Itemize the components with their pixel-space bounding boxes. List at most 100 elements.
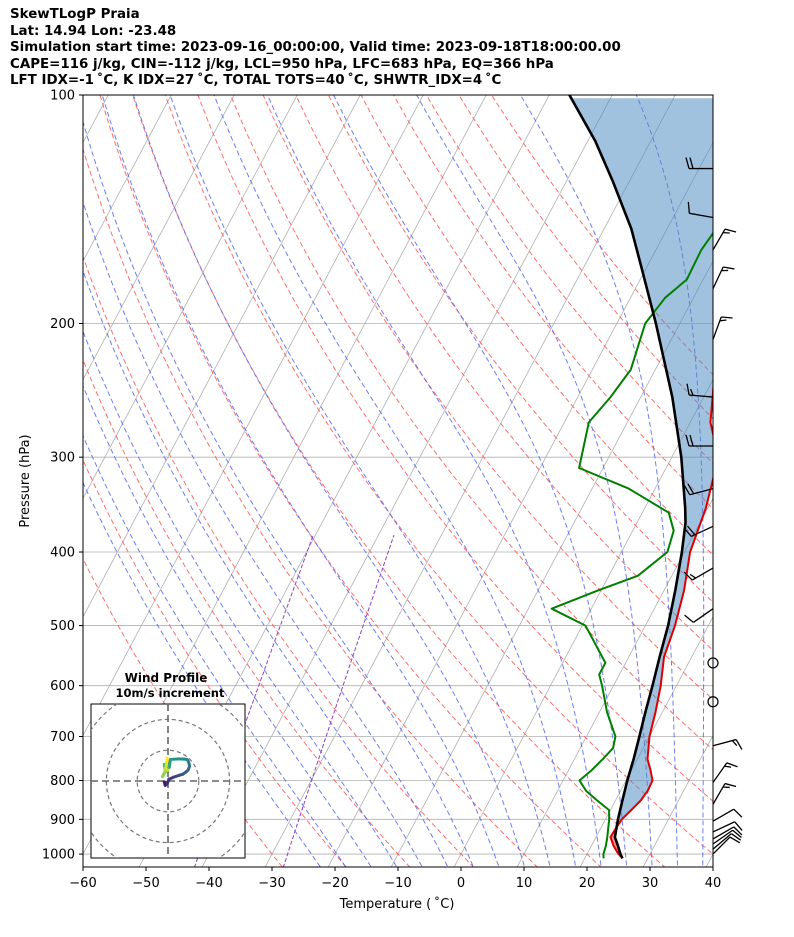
moist-adiabat-line — [519, 95, 678, 867]
cin-area — [571, 98, 713, 828]
wind-barbs — [683, 157, 743, 855]
title-line: SkewTLogP Praia — [10, 7, 140, 22]
y-tick-label: 300 — [50, 451, 75, 466]
y-tick-label: 200 — [50, 317, 75, 332]
dry-adiabat-line — [132, 95, 666, 867]
dry-adiabat-line — [229, 95, 713, 751]
location-line: Lat: 14.94 Lon: -23.48 — [10, 23, 177, 39]
dry-adiabat-line — [197, 95, 713, 802]
isotherm-line — [453, 378, 713, 867]
moist-adiabat-line — [83, 384, 372, 867]
x-tick-label: −10 — [384, 876, 411, 891]
x-tick-label: −30 — [258, 876, 285, 891]
x-axis-label: Temperature ( ˚C) — [339, 896, 455, 912]
background-lines — [83, 95, 713, 867]
parcel-line — [568, 95, 687, 859]
dry-adiabat-line — [83, 459, 347, 867]
dry-adiabat-line — [83, 255, 475, 867]
hodograph-title: Wind Profile — [125, 671, 208, 685]
moist-adiabat-line — [213, 95, 577, 867]
temperature-line — [609, 380, 713, 859]
y-tick-label: 400 — [50, 546, 75, 561]
wind-barb — [685, 157, 713, 170]
y-tick-label: 800 — [50, 774, 75, 789]
y-tick-label: 100 — [50, 89, 75, 104]
dry-adiabat-line — [360, 95, 713, 556]
wind-barb — [712, 782, 737, 805]
y-tick-label: 700 — [50, 730, 75, 745]
dry-adiabat-line — [393, 95, 713, 510]
wind-barb — [683, 525, 714, 538]
isotherm-line — [264, 95, 676, 867]
moist-adiabat-line — [83, 481, 322, 867]
dry-adiabat-line — [295, 95, 713, 651]
isotherm-line — [83, 95, 424, 737]
x-tick-label: 30 — [642, 876, 659, 891]
x-tick-label: −60 — [69, 876, 96, 891]
isotherm-line — [201, 95, 613, 867]
wind-barb — [712, 808, 743, 822]
y-tick-label: 1000 — [42, 848, 75, 863]
wind-barb — [712, 762, 738, 783]
moist-adiabat-line — [83, 434, 347, 867]
dry-adiabat-line — [83, 358, 411, 867]
x-tick-label: −20 — [321, 876, 348, 891]
moist-adiabat-line — [333, 95, 628, 867]
wind-barb — [687, 201, 714, 219]
wind-barb — [712, 829, 742, 845]
mixing-ratio-line — [282, 534, 395, 867]
y-axis-label: Pressure (hPa) — [18, 434, 33, 527]
y-tick-label: 500 — [50, 619, 75, 634]
wind-barb — [683, 567, 714, 581]
wind-barb — [686, 383, 714, 398]
moist-adiabat-line — [266, 95, 602, 867]
y-tick-label: 900 — [50, 813, 75, 828]
moist-adiabat-line — [83, 200, 449, 867]
header: SkewTLogP Praia Lat: 14.94 Lon: -23.48 S… — [10, 7, 621, 90]
dry-adiabat-line — [99, 95, 602, 867]
moist-adiabat-line — [101, 95, 500, 867]
hodograph-inset: Wind Profile 10m/s increment — [90, 671, 246, 859]
wind-barb — [685, 434, 713, 447]
wind-barb — [712, 833, 742, 850]
x-tick-label: −40 — [195, 876, 222, 891]
isotherm-line — [83, 95, 172, 262]
x-tick-label: −50 — [132, 876, 159, 891]
moist-adiabat-line — [169, 95, 551, 867]
hodograph-subtitle: 10m/s increment — [116, 686, 225, 700]
wind-barb — [712, 228, 737, 251]
wind-barb — [712, 316, 733, 340]
wind-barb — [712, 821, 743, 833]
dry-adiabat-line — [83, 147, 538, 867]
wind-barb — [684, 608, 714, 623]
wind-barb — [712, 266, 735, 290]
dry-adiabat-line — [425, 95, 713, 464]
isotherm-line — [83, 95, 235, 381]
wind-barb — [712, 836, 741, 855]
dry-adiabat-line — [164, 95, 713, 855]
isotherm-line — [642, 734, 713, 867]
x-tick-label: 20 — [579, 876, 596, 891]
moist-adiabat-line — [83, 330, 398, 867]
isotherm-line — [705, 853, 713, 867]
x-tick-label: 40 — [705, 876, 722, 891]
moist-adiabat-line — [416, 95, 653, 867]
wind-barb — [712, 738, 743, 750]
dry-adiabat-line — [327, 95, 713, 603]
dewpoint-line — [550, 231, 713, 859]
index-line: LFT IDX=-1 ˚C, K IDX=27 ˚C, TOTAL TOTS=4… — [10, 73, 502, 89]
isotherm-line — [83, 95, 298, 500]
wind-barb — [712, 826, 743, 840]
profiles — [550, 95, 713, 859]
dry-adiabat-line — [262, 95, 713, 701]
time-line: Simulation start time: 2023-09-16_00:00:… — [10, 40, 621, 56]
axes: Temperature ( ˚C) Pressure (hPa) −60 −50 −… — [18, 89, 721, 913]
isotherm-line — [516, 497, 713, 867]
x-tick-label: 0 — [457, 876, 465, 891]
isotherm-line — [390, 260, 713, 867]
moist-adiabat-line — [83, 119, 474, 867]
hodograph-ring — [136, 749, 200, 813]
cape-line: CAPE=116 j/kg, CIN=-112 j/kg, LCL=950 hP… — [10, 56, 554, 72]
y-tick-label: 600 — [50, 679, 75, 694]
